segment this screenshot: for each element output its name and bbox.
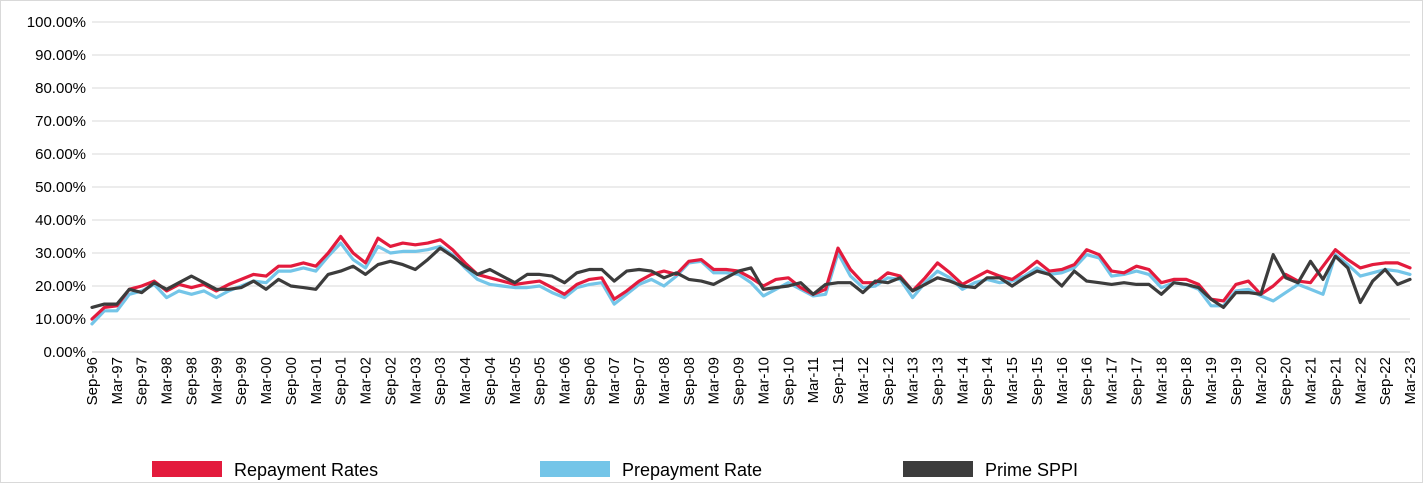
y-tick-label: 30.00% [35, 245, 86, 262]
x-tick-label: Sep-08 [681, 357, 698, 405]
y-tick-label: 40.00% [35, 212, 86, 229]
x-tick-label: Sep-06 [581, 357, 598, 405]
x-tick-label: Mar-06 [556, 357, 573, 405]
legend-label-repayment-rates: Repayment Rates [234, 460, 378, 480]
x-tick-label: Sep-05 [532, 357, 549, 405]
x-tick-label: Mar-19 [1203, 357, 1220, 405]
x-tick-label: Mar-98 [159, 357, 176, 405]
x-tick-label: Mar-04 [457, 357, 474, 405]
x-tick-label: Sep-10 [780, 357, 797, 405]
x-tick-label: Sep-99 [233, 357, 250, 405]
x-tick-label: Mar-14 [954, 357, 971, 405]
x-tick-label: Mar-02 [358, 357, 375, 405]
x-tick-label: Mar-13 [905, 357, 922, 405]
y-tick-label: 60.00% [35, 146, 86, 163]
x-tick-label: Sep-96 [84, 357, 101, 405]
y-tick-label: 80.00% [35, 80, 86, 97]
x-tick-label: Mar-17 [1104, 357, 1121, 405]
x-tick-label: Sep-22 [1377, 357, 1394, 405]
x-tick-label: Mar-97 [109, 357, 126, 405]
legend-swatch-prime-sppi [903, 461, 973, 477]
x-tick-label: Mar-07 [606, 357, 623, 405]
x-tick-label: Sep-00 [283, 357, 300, 405]
x-tick-label: Sep-13 [930, 357, 947, 405]
x-tick-label: Mar-09 [706, 357, 723, 405]
x-tick-label: Sep-16 [1079, 357, 1096, 405]
x-tick-label: Sep-97 [134, 357, 151, 405]
y-tick-label: 10.00% [35, 311, 86, 328]
x-tick-label: Sep-04 [482, 357, 499, 405]
x-tick-label: Mar-18 [1153, 357, 1170, 405]
x-tick-label: Sep-98 [183, 357, 200, 405]
x-tick-label: Sep-18 [1178, 357, 1195, 405]
y-tick-label: 50.00% [35, 179, 86, 196]
series-line-prime-sppi [90, 246, 1412, 309]
x-tick-label: Mar-23 [1402, 357, 1419, 405]
x-tick-label: Sep-07 [631, 357, 648, 405]
x-tick-label: Mar-08 [656, 357, 673, 405]
x-tick-label: Mar-22 [1352, 357, 1369, 405]
x-tick-label: Sep-20 [1278, 357, 1295, 405]
x-tick-label: Sep-11 [830, 357, 847, 404]
y-tick-label: 0.00% [43, 344, 86, 361]
y-tick-label: 70.00% [35, 113, 86, 130]
series-line-repayment-rates [90, 234, 1412, 321]
x-tick-label: Sep-01 [333, 357, 350, 405]
x-tick-label: Mar-15 [1004, 357, 1021, 405]
x-tick-label: Mar-20 [1253, 357, 1270, 405]
x-tick-label: Sep-17 [1128, 357, 1145, 405]
x-tick-label: Mar-11 [805, 357, 822, 403]
series-lines [90, 234, 1412, 326]
x-tick-label: Sep-14 [979, 357, 996, 405]
x-tick-label: Mar-01 [308, 357, 325, 405]
legend-label-prime-sppi: Prime SPPI [985, 460, 1078, 480]
legend-swatch-repayment-rates [152, 461, 222, 477]
x-tick-label: Mar-99 [208, 357, 225, 405]
legend: Repayment Rates Prepayment Rate Prime SPPI [152, 460, 1078, 480]
x-tick-label: Sep-15 [1029, 357, 1046, 405]
x-tick-label: Sep-19 [1228, 357, 1245, 405]
legend-label-prepayment-rate: Prepayment Rate [622, 460, 762, 480]
x-tick-label: Mar-10 [755, 357, 772, 405]
x-tick-label: Sep-12 [880, 357, 897, 405]
x-tick-label: Sep-02 [382, 357, 399, 405]
x-tick-label: Mar-00 [258, 357, 275, 405]
y-axis-ticks: 0.00% 10.00% 20.00% 30.00% 40.00% 50.00% 60.00… [27, 14, 86, 361]
y-tick-label: 20.00% [35, 278, 86, 295]
y-tick-label: 90.00% [35, 47, 86, 64]
x-tick-label: Sep-21 [1327, 357, 1344, 405]
x-tick-label: Mar-05 [507, 357, 524, 405]
x-axis-ticks: Sep-96 Mar-97 Sep-97 Mar-98 Sep-98 Mar-99 Sep-… [84, 357, 1419, 405]
x-tick-label: Mar-16 [1054, 357, 1071, 405]
x-tick-label: Mar-12 [855, 357, 872, 405]
x-tick-label: Mar-03 [407, 357, 424, 405]
x-tick-label: Sep-09 [731, 357, 748, 405]
x-tick-label: Sep-03 [432, 357, 449, 405]
y-tick-label: 100.00% [27, 14, 86, 31]
x-tick-label: Mar-21 [1303, 357, 1320, 405]
legend-swatch-prepayment-rate [540, 461, 610, 477]
gridlines [92, 21, 1410, 320]
